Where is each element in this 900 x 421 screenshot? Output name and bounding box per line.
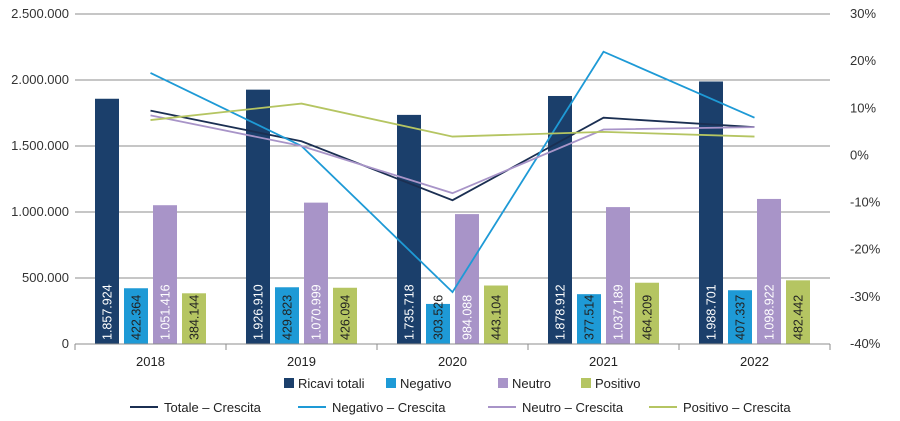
x-tick-label: 2022 [740,354,769,369]
legend-label: Negativo – Crescita [332,400,446,415]
legend: Ricavi totali Negativo Neutro Positivo Total… [130,376,791,415]
y2-tick-label: -20% [850,242,881,257]
bar [304,202,328,344]
legend-label: Positivo – Crescita [683,400,791,415]
legend-label: Negativo [400,376,451,391]
bar [182,293,206,344]
y2-tick-label: -10% [850,195,881,210]
y-tick-label: 500.000 [22,270,69,285]
legend-swatch [581,378,591,388]
growth-line [150,109,755,202]
bar-value-label: 422.364 [130,295,144,340]
bar [606,207,630,344]
legend-label: Positivo [595,376,641,391]
legend-swatch [498,378,508,388]
bar-value-label: 377.514 [583,295,597,340]
legend-swatch [284,378,294,388]
bar [728,290,752,344]
y2-tick-label: 30% [850,6,876,21]
bar-value-label: 1.878.912 [554,284,568,340]
bar [577,294,601,344]
bar-value-label: 482.442 [792,295,806,340]
bar [455,214,479,344]
x-tick-label: 2019 [287,354,316,369]
y-tick-label: 1.500.000 [11,138,69,153]
bar [757,198,781,344]
x-tick-label: 2020 [438,354,467,369]
y2-tick-label: -40% [850,336,881,351]
bar-value-label: 1.037.189 [612,284,626,340]
y-tick-label: 1.000.000 [11,204,69,219]
bar-value-label: 1.926.910 [252,284,266,340]
left-axis-ticks: 0 500.000 1.000.000 1.500.000 2.000.000 2.500… [11,6,69,351]
x-axis: 2018 2019 2020 2021 2022 [74,343,831,369]
y2-tick-label: 20% [850,53,876,68]
y2-tick-label: -30% [850,289,881,304]
x-tick-label: 2018 [136,354,165,369]
y2-tick-label: 10% [850,100,876,115]
bar-value-label: 426.094 [339,295,353,340]
bar-labels: 1.857.924 1.926.910 1.735.718 1.878.912 1.98… [101,284,806,340]
bar [275,287,299,344]
growth-lines [150,50,755,294]
bar-value-label: 303.526 [432,295,446,340]
bars [95,81,810,345]
bar-value-label: 384.144 [188,295,202,340]
bar-value-label: 443.104 [490,295,504,340]
bar-value-label: 984.088 [461,295,475,340]
bar [397,114,421,344]
bar [786,280,810,344]
bar-value-label: 429.823 [281,295,295,340]
bar [426,303,450,344]
y-tick-label: 0 [62,336,69,351]
x-tick-label: 2021 [589,354,618,369]
growth-line [150,50,755,294]
y-tick-label: 2.000.000 [11,72,69,87]
legend-label: Ricavi totali [298,376,365,391]
bar-value-label: 1.988.701 [705,284,719,340]
bar [153,205,177,344]
bar-value-label: 464.209 [641,295,655,340]
right-axis-ticks: -40% -30% -20% -10% 0% 10% 20% 30% [850,6,881,351]
y2-tick-label: 0% [850,147,869,162]
bar [484,285,508,344]
legend-label: Neutro – Crescita [522,400,624,415]
legend-label: Neutro [512,376,551,391]
bar [124,288,148,344]
bar-value-label: 1.098.922 [763,284,777,340]
bar [635,282,659,344]
y-tick-label: 2.500.000 [11,6,69,21]
bar [333,287,357,344]
bar-value-label: 1.070.999 [310,284,324,340]
bar-value-label: 1.857.924 [101,284,115,340]
growth-line [150,114,755,195]
bar-value-label: 1.051.416 [159,284,173,340]
bar [95,98,119,344]
legend-label: Totale – Crescita [164,400,262,415]
growth-line [150,102,755,138]
bar-value-label: 407.337 [734,295,748,340]
legend-swatch [386,378,396,388]
bar-value-label: 1.735.718 [403,284,417,340]
